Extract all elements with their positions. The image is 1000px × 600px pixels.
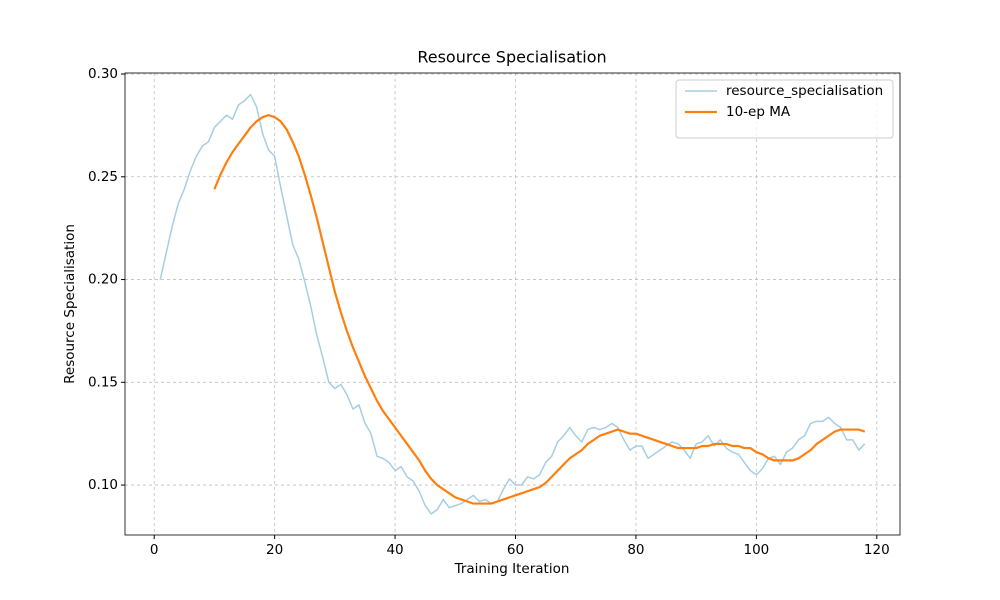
legend-label: resource_specialisation xyxy=(726,83,883,99)
x-tick-label: 0 xyxy=(150,542,159,558)
y-tick-label: 0.20 xyxy=(88,272,118,288)
x-tick-label: 120 xyxy=(864,542,890,558)
legend-box xyxy=(675,79,894,139)
x-tick-label: 60 xyxy=(507,542,524,558)
x-tick-label: 80 xyxy=(627,542,644,558)
chart-title: Resource Specialisation xyxy=(417,48,606,67)
y-tick-label: 0.25 xyxy=(88,169,118,185)
y-tick-label: 0.10 xyxy=(88,477,118,493)
x-tick-label: 40 xyxy=(386,542,403,558)
x-axis-label: Training Iteration xyxy=(454,561,570,577)
x-tick-label: 20 xyxy=(266,542,283,558)
series-line xyxy=(159,93,866,515)
legend-label: 10-ep MA xyxy=(726,104,791,120)
y-tick-label: 0.30 xyxy=(88,66,118,82)
series-line xyxy=(213,114,866,505)
legend: resource_specialisation 10-ep MA xyxy=(675,79,894,139)
x-tick-label: 100 xyxy=(743,542,769,558)
plot-frame xyxy=(124,72,901,536)
y-axis-label: Resource Specialisation xyxy=(62,224,78,384)
y-tick-label: 0.15 xyxy=(88,374,118,390)
